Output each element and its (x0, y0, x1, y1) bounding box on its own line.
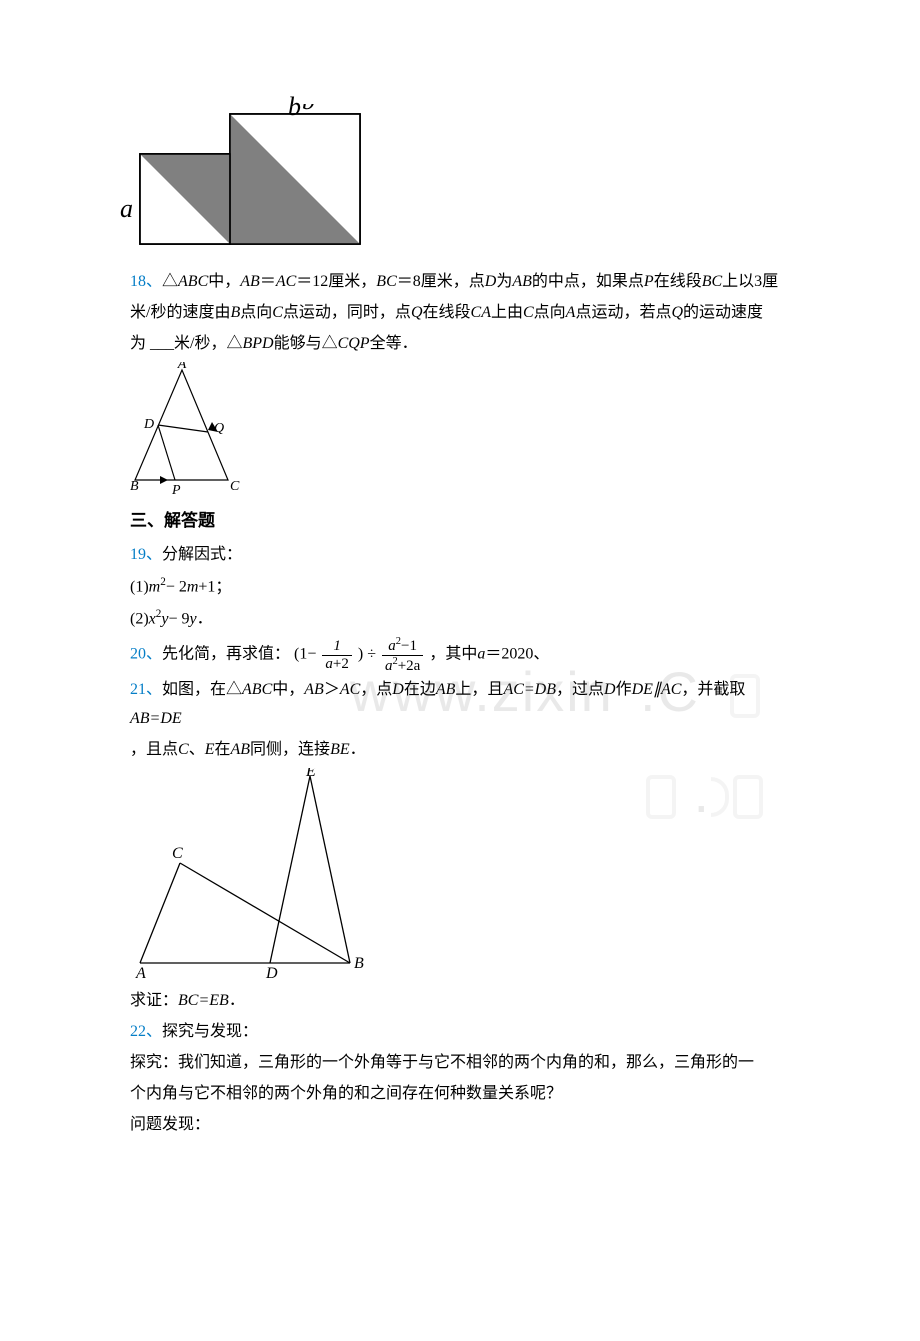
label-a-outer: a (120, 186, 133, 233)
triangle-abc-svg: A B C D P Q (130, 362, 250, 502)
pt-D: D (143, 417, 154, 432)
frac2: a2−1 a2+2a (382, 636, 423, 674)
pt2-A: A (135, 965, 146, 982)
q21-proof: 求证：BC=EB． (130, 987, 790, 1016)
label-b-outer: b (288, 84, 301, 131)
pt-C: C (230, 479, 240, 494)
squares-svg: b a (130, 104, 370, 264)
pt-P: P (171, 483, 181, 498)
triangle-cde-svg: A B C D E (130, 768, 370, 983)
q22-line2: 个内角与它不相邻的两个外角的和之间存在何种数量关系呢？ (130, 1080, 790, 1109)
pt2-B: B (354, 955, 364, 972)
pt2-D: D (265, 965, 278, 982)
q19-sub1: (1)m2− 2m+1； (130, 572, 790, 602)
q22-title: 22、探究与发现： (130, 1018, 790, 1047)
q19-title: 19、分解因式： (130, 541, 790, 570)
pt2-E: E (305, 768, 316, 780)
q19-sub2: (2)x2y− 9y． (130, 604, 790, 634)
pt-Q: Q (214, 421, 224, 436)
q18-num: 18、 (130, 273, 162, 290)
q22-line3: 问题发现： (130, 1111, 790, 1140)
q19-num: 19、 (130, 546, 162, 563)
figure-squares: b a a b (130, 104, 790, 264)
section-3-title: 三、解答题 (130, 506, 790, 537)
frac1: 1 a+2 (322, 638, 351, 672)
q21-num: 21、 (130, 681, 162, 698)
q18-line1: 18、△ABC中，AB＝AC＝12厘米，BC＝8厘米，点D为AB的中点，如果点P… (130, 268, 790, 297)
q22-num: 22、 (130, 1023, 162, 1040)
figure-triangle-abc: A B C D P Q (130, 362, 790, 502)
q21-line2: ，且点C、E在AB同侧，连接BE． (130, 736, 790, 765)
figure-triangle-cde: A B C D E (130, 768, 790, 983)
label-b: b (302, 104, 315, 115)
pt-B: B (130, 479, 139, 494)
q22-line1: 探究：我们知道，三角形的一个外角等于与它不相邻的两个内角的和，那么，三角形的一 (130, 1049, 790, 1078)
pt2-C: C (172, 845, 183, 862)
pt-A: A (177, 362, 187, 372)
q20-line: 20、先化简，再求值： (1− 1 a+2 ) ÷ a2−1 a2+2a ，其中… (130, 636, 790, 674)
q18-line2: 米/秒的速度由B点向C点运动，同时，点Q在线段CA上由C点向A点运动，若点Q的运… (130, 299, 790, 328)
q18-line3: 为 ___米/秒，△BPD能够与△CQP全等． (130, 330, 790, 359)
q21-line1: 21、如图，在△ABC中，AB＞AC，点D在边AB上，且AC=DB，过点D作DE… (130, 676, 790, 734)
q20-num: 20、 (130, 646, 162, 663)
